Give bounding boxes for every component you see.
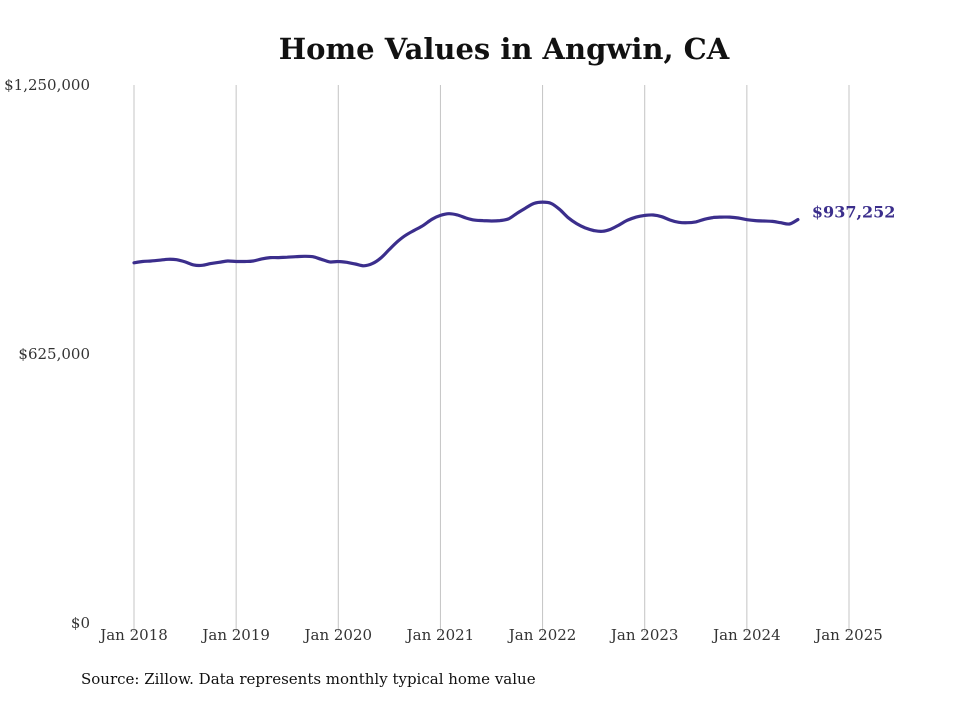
x-tick-label: Jan 2020 bbox=[303, 626, 373, 644]
latest-value-label: $937,252 bbox=[812, 203, 896, 222]
x-tick-label: Jan 2019 bbox=[200, 626, 270, 644]
y-tick-label: $1,250,000 bbox=[4, 76, 90, 94]
x-tick-label: Jan 2018 bbox=[98, 626, 168, 644]
gridlines bbox=[133, 85, 850, 632]
source-note: Source: Zillow. Data represents monthly … bbox=[81, 670, 536, 688]
y-tick-label: $625,000 bbox=[18, 345, 90, 363]
x-axis-ticks: Jan 2018 Jan 2019 Jan 2020 Jan 2021 Jan 2022… bbox=[98, 626, 883, 644]
x-tick-label: Jan 2023 bbox=[609, 626, 679, 644]
x-tick-label: Jan 2025 bbox=[813, 626, 883, 644]
x-tick-label: Jan 2022 bbox=[507, 626, 577, 644]
y-tick-label: $0 bbox=[71, 614, 90, 632]
home-value-line bbox=[132, 200, 800, 268]
y-axis-ticks: $1,250,000 $625,000 $0 bbox=[4, 76, 90, 632]
x-tick-label: Jan 2024 bbox=[711, 626, 781, 644]
chart-title: Home Values in Angwin, CA bbox=[279, 32, 730, 66]
x-tick-label: Jan 2021 bbox=[405, 626, 475, 644]
